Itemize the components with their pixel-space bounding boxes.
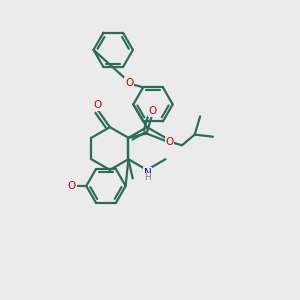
Text: O: O [166, 137, 174, 147]
Text: O: O [93, 100, 101, 110]
Text: O: O [68, 181, 76, 191]
Text: N: N [144, 168, 152, 178]
Text: O: O [125, 78, 133, 88]
Text: H: H [145, 173, 151, 182]
Text: O: O [148, 106, 157, 116]
